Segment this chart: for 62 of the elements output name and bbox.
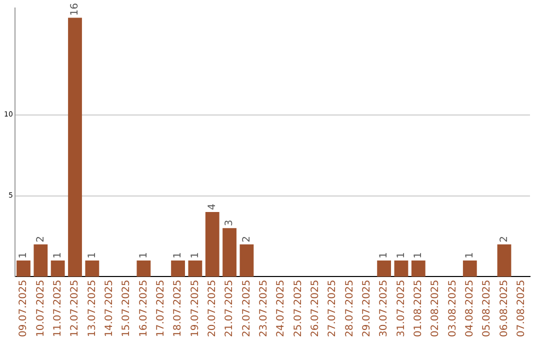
x-tick-label: 16.07.2025 bbox=[138, 280, 150, 338]
bar bbox=[50, 260, 65, 277]
x-tick-label: 19.07.2025 bbox=[190, 280, 201, 338]
x-tick-label: 14.07.2025 bbox=[104, 280, 115, 338]
bar bbox=[462, 260, 477, 277]
data-label: 16 bbox=[70, 2, 81, 16]
data-label: 1 bbox=[86, 252, 98, 259]
x-tick-label: 18.07.2025 bbox=[172, 280, 184, 338]
x-tick-label: 17.07.2025 bbox=[155, 280, 166, 338]
data-label: 1 bbox=[18, 252, 30, 259]
x-tick-label: 22.07.2025 bbox=[241, 280, 252, 338]
bar bbox=[171, 260, 185, 277]
data-label: 1 bbox=[52, 252, 64, 259]
data-label: 4 bbox=[206, 204, 218, 210]
bar bbox=[136, 260, 151, 277]
data-label: 3 bbox=[224, 220, 236, 226]
x-tick-label: 23.07.2025 bbox=[258, 280, 270, 338]
data-label: 1 bbox=[378, 252, 390, 259]
bar bbox=[394, 260, 408, 277]
x-tick-label: 24.07.2025 bbox=[276, 280, 287, 338]
x-tick-label: 04.08.2025 bbox=[464, 280, 476, 338]
x-tick-label: 29.07.2025 bbox=[361, 280, 372, 338]
x-tick-label: 02.08.2025 bbox=[430, 280, 442, 338]
x-tick-label: 09.07.2025 bbox=[18, 280, 30, 338]
data-label: 1 bbox=[412, 252, 424, 259]
bar bbox=[16, 260, 30, 277]
x-tick-label: 10.07.2025 bbox=[35, 280, 46, 338]
x-tick-label: 06.08.2025 bbox=[498, 280, 510, 338]
data-label: 2 bbox=[241, 236, 252, 242]
data-label: 1 bbox=[138, 252, 150, 259]
data-label: 1 bbox=[172, 252, 184, 259]
bar bbox=[85, 260, 100, 277]
bar bbox=[497, 244, 512, 277]
x-tick-label: 21.07.2025 bbox=[224, 280, 236, 338]
bar bbox=[222, 228, 236, 277]
bar bbox=[240, 244, 254, 277]
x-tick-label: 03.08.2025 bbox=[447, 280, 458, 338]
bar bbox=[205, 212, 220, 277]
x-tick-label: 05.08.2025 bbox=[482, 280, 493, 338]
bar bbox=[68, 18, 82, 277]
data-label: 2 bbox=[498, 236, 510, 242]
x-tick-label: 12.07.2025 bbox=[70, 280, 81, 338]
x-tick-label: 28.07.2025 bbox=[344, 280, 356, 338]
x-tick-label: 26.07.2025 bbox=[310, 280, 321, 338]
bar bbox=[188, 260, 202, 277]
x-tick-label: 01.08.2025 bbox=[412, 280, 424, 338]
x-tick-label: 20.07.2025 bbox=[206, 280, 218, 338]
data-label: 1 bbox=[396, 252, 407, 259]
bar bbox=[377, 260, 392, 277]
x-tick-label: 07.08.2025 bbox=[516, 280, 528, 338]
bar bbox=[34, 244, 48, 277]
x-tick-label: 27.07.2025 bbox=[327, 280, 338, 338]
x-tick-label: 11.07.2025 bbox=[52, 280, 64, 338]
data-label: 2 bbox=[35, 236, 46, 242]
x-tick-label: 13.07.2025 bbox=[86, 280, 98, 338]
bar bbox=[411, 260, 426, 277]
data-label: 1 bbox=[190, 252, 201, 259]
x-tick-label: 25.07.2025 bbox=[292, 280, 304, 338]
x-tick-label: 30.07.2025 bbox=[378, 280, 390, 338]
data-label: 1 bbox=[464, 252, 476, 259]
x-tick-label: 31.07.2025 bbox=[396, 280, 407, 338]
x-tick-label: 15.07.2025 bbox=[121, 280, 132, 338]
